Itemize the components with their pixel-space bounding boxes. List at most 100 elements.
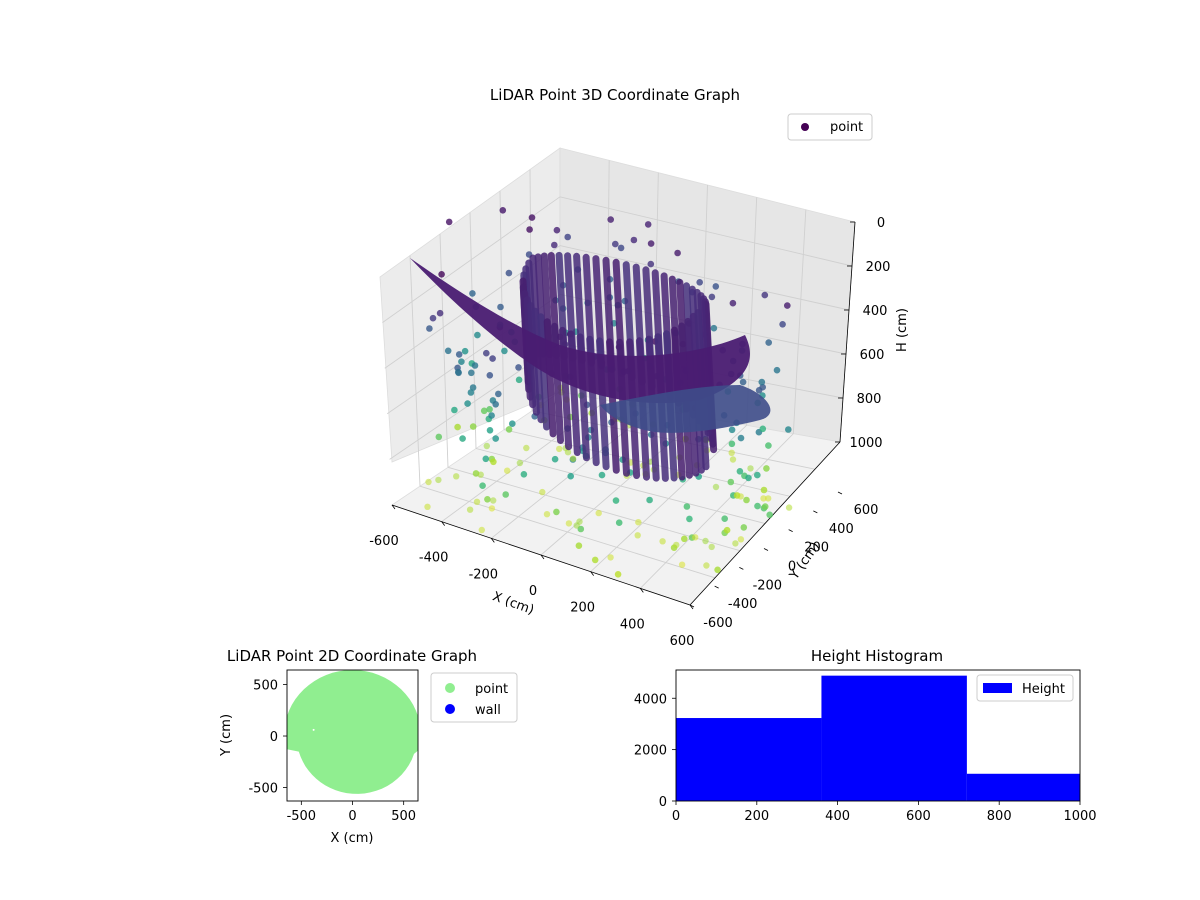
x-tick-label-3d: 200 [570, 601, 595, 616]
data-point [728, 449, 735, 456]
data-point [598, 471, 606, 479]
x-tick-label-hist: 400 [825, 809, 850, 824]
y-tick-mark-3d [788, 529, 793, 533]
data-point [607, 554, 614, 561]
data-point [425, 478, 432, 486]
x-tick-label-3d: 400 [620, 617, 645, 632]
data-point [495, 390, 502, 398]
data-point [488, 505, 496, 512]
gap [398, 675, 405, 682]
data-point [497, 303, 504, 311]
data-point [564, 449, 572, 456]
data-point [612, 497, 620, 504]
y-tick-label-3d: -400 [728, 597, 758, 612]
y-tick-label-2d: -500 [248, 782, 278, 797]
data-point [712, 283, 720, 290]
legend-3d: point [787, 113, 873, 141]
data-point [466, 506, 474, 513]
grid-line [792, 209, 807, 434]
data-point [708, 293, 716, 301]
plot-3d: LiDAR Point 3D Coordinate Graph -600 -400… [369, 86, 910, 649]
data-point [763, 465, 770, 472]
legend-2d-label-point: point [475, 682, 508, 697]
y-tick-label-3d: 400 [829, 522, 854, 537]
data-point [477, 471, 484, 478]
data-point [486, 427, 494, 434]
data-point [435, 476, 442, 484]
data-point [453, 473, 460, 480]
data-point [761, 503, 769, 510]
legend-2d-marker-wall [445, 704, 455, 714]
data-point [505, 269, 513, 277]
grid-line [746, 197, 758, 426]
legend-2d: point wall [430, 672, 518, 723]
x-tick-label-3d: -200 [469, 567, 499, 582]
y-tick-label-hist: 0 [659, 795, 667, 810]
z-tick-label-3d: 1000 [849, 436, 882, 451]
y-tick-mark-3d [739, 566, 744, 570]
grid-line [499, 190, 505, 430]
data-point [490, 458, 497, 466]
plot-2d: LiDAR Point 2D Coordinate Graph -500 0 500… [219, 647, 518, 846]
data-point [569, 455, 577, 462]
data-point [702, 537, 709, 545]
data-point [575, 542, 583, 549]
y-tick-label-3d: 0 [788, 560, 796, 575]
data-point [785, 426, 792, 433]
data-point [468, 369, 475, 377]
legend-histogram-swatch [983, 683, 1012, 693]
data-point [426, 325, 433, 332]
legend-2d-marker-point [445, 683, 455, 693]
grid-line [409, 255, 421, 487]
data-point [486, 372, 494, 379]
data-point [760, 486, 768, 494]
data-point [486, 406, 493, 413]
x-tick-label-hist: 800 [987, 809, 1012, 824]
data-point [528, 214, 536, 221]
data-point [526, 226, 533, 233]
data-point [543, 511, 551, 518]
legend-histogram-box [976, 674, 1074, 702]
y-tick-label-3d: -600 [703, 616, 733, 631]
data-point [765, 339, 772, 346]
data-point [445, 218, 453, 226]
histogram-frame [675, 669, 1081, 802]
data-point [674, 249, 681, 257]
y-tick-label-2d: 500 [253, 678, 278, 693]
data-point [551, 455, 559, 463]
y-tick-label-hist: 2000 [634, 744, 667, 759]
data-point [454, 423, 461, 431]
data-point [729, 456, 737, 463]
data-point [785, 504, 793, 511]
data-point [567, 472, 574, 480]
data-point [553, 226, 561, 234]
data-point [482, 455, 490, 463]
data-point [729, 299, 737, 307]
data-point [647, 240, 655, 247]
data-point [723, 526, 731, 534]
data-point [758, 378, 766, 386]
point-cloud-surface [410, 251, 771, 482]
gap [312, 728, 315, 731]
data-point [683, 503, 691, 510]
data-point [644, 221, 652, 228]
histogram-ticks: 0 200 400 600 800 1000 0 2000 4000 [634, 692, 1097, 824]
data-point [483, 442, 490, 450]
x-tick-mark-3d [640, 588, 644, 593]
data-point [464, 400, 471, 407]
data-point [612, 240, 619, 248]
ticks-3d: -600-400-2000200400600-600-400-200020040… [369, 216, 890, 649]
data-point [469, 423, 477, 430]
data-point [515, 376, 523, 384]
y-tick-label-3d: 200 [804, 541, 829, 556]
data-point [469, 290, 476, 297]
data-point [743, 496, 750, 504]
data-point [553, 508, 560, 516]
data-point [766, 511, 773, 519]
data-point [692, 534, 699, 541]
point-gaps-2d [312, 672, 413, 731]
z-tick-label-3d: 800 [857, 392, 882, 407]
data-point [696, 279, 703, 286]
data-point [759, 425, 767, 433]
